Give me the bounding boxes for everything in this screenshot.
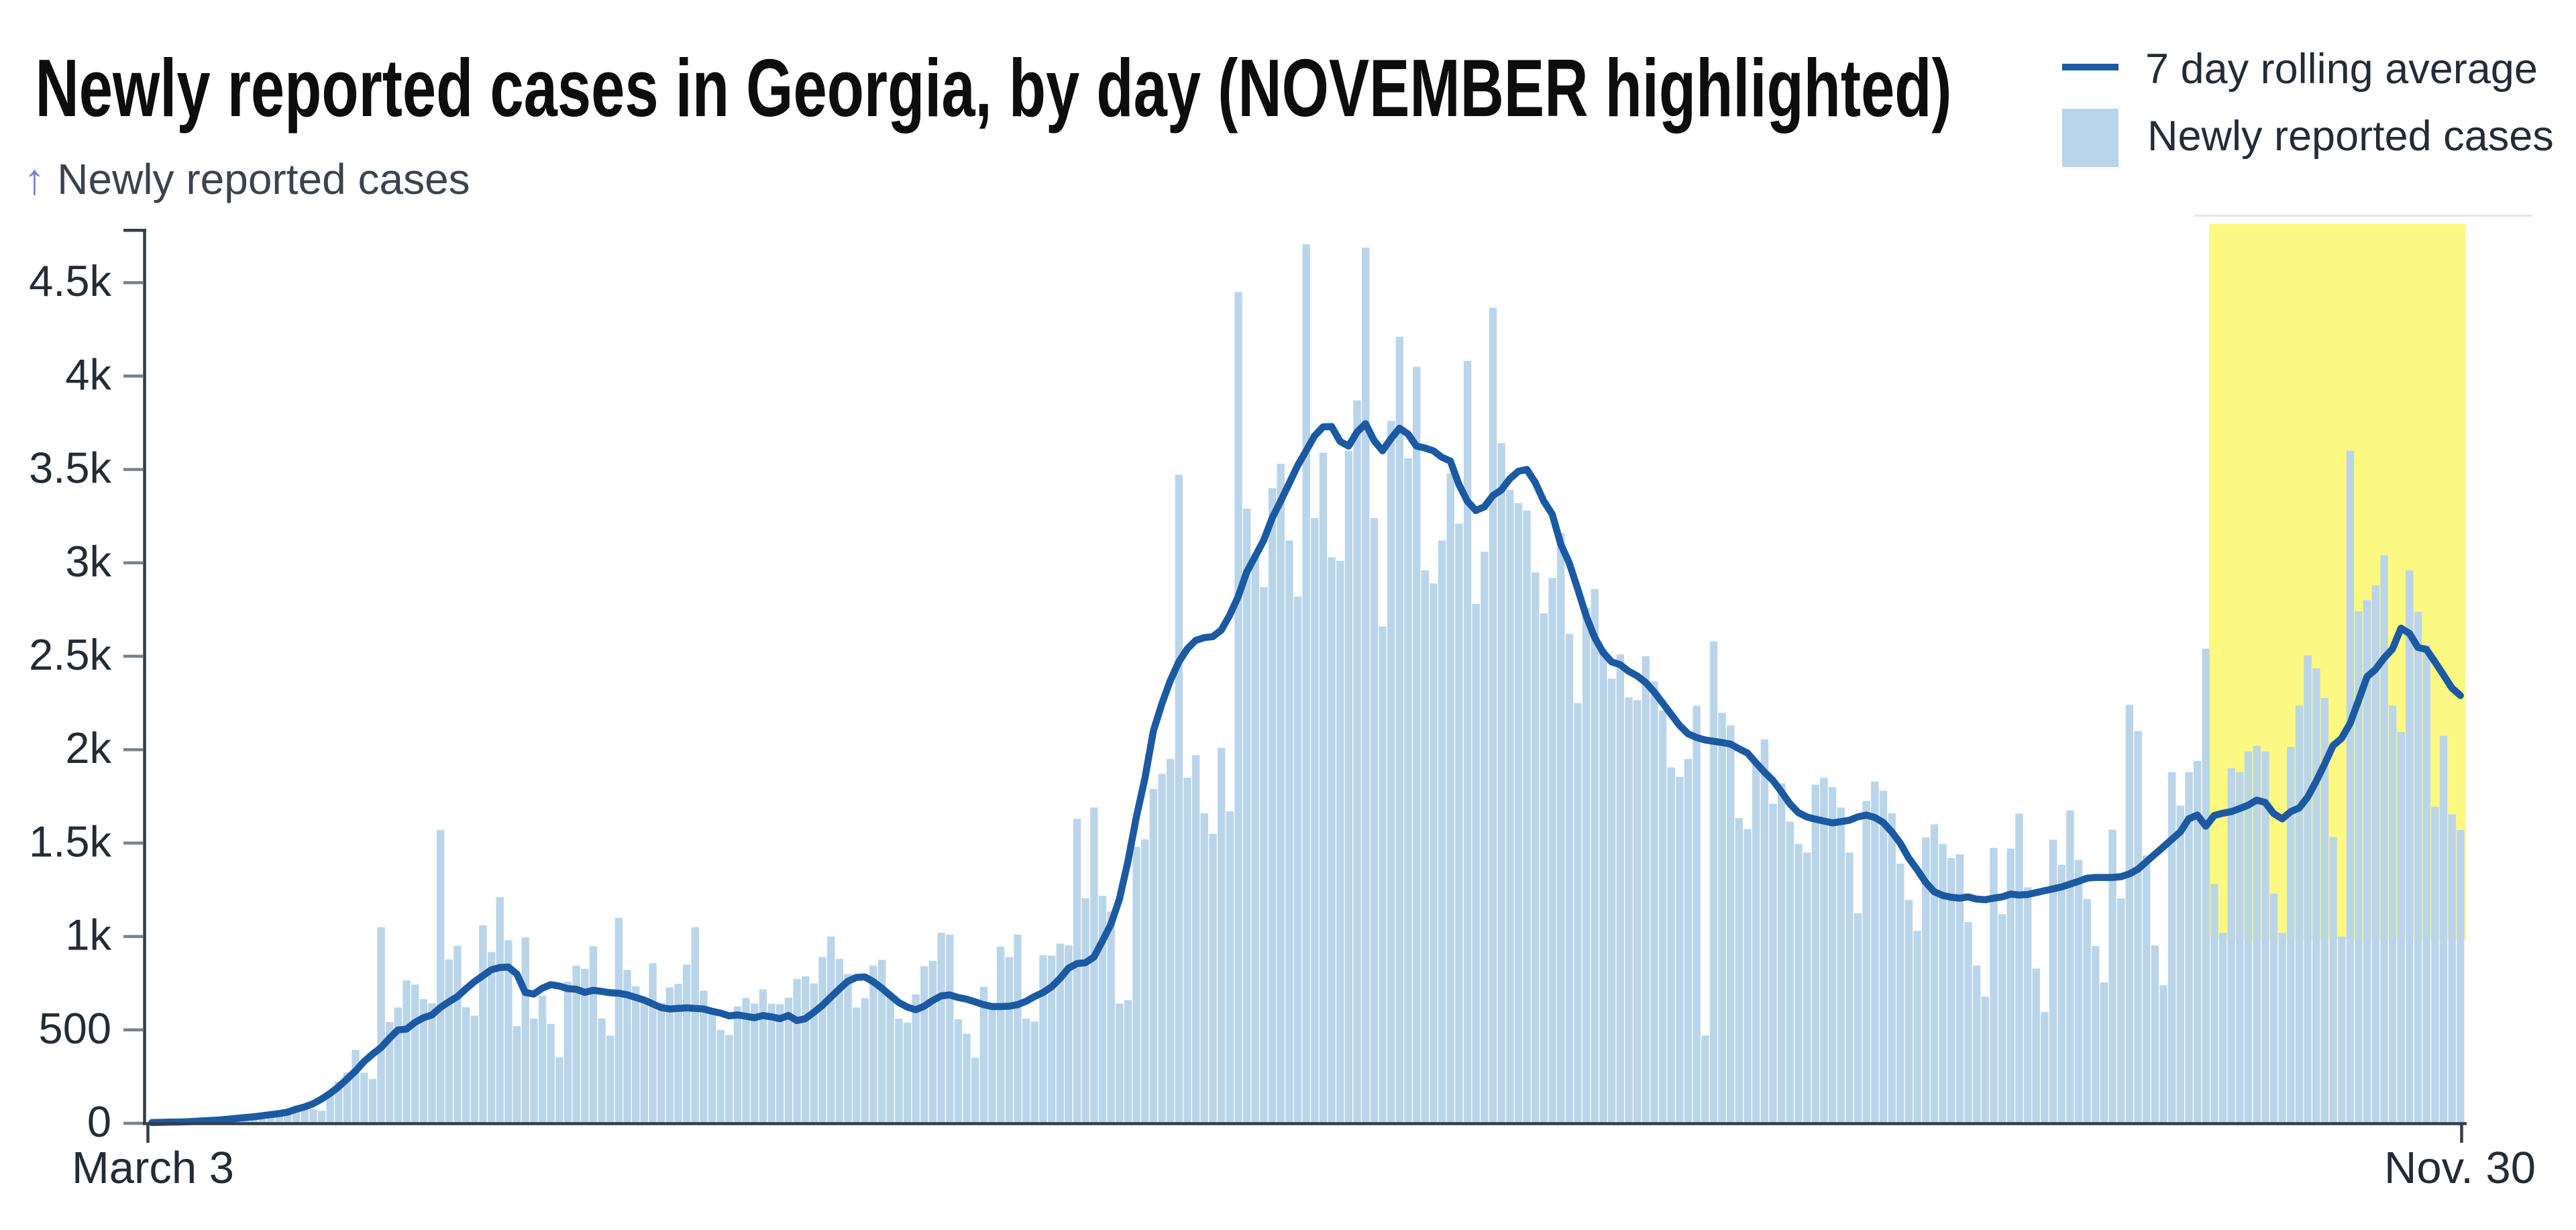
svg-text:↑ Newly reported cases: ↑ Newly reported cases xyxy=(24,155,470,203)
svg-text:0: 0 xyxy=(87,1097,111,1146)
svg-text:4.5k: 4.5k xyxy=(29,256,111,305)
svg-text:2.5k: 2.5k xyxy=(29,630,111,679)
svg-text:7 day rolling average: 7 day rolling average xyxy=(2145,46,2538,93)
svg-text:2k: 2k xyxy=(65,723,111,772)
svg-text:4k: 4k xyxy=(65,350,111,399)
svg-text:Nov. 30: Nov. 30 xyxy=(2384,1143,2536,1193)
svg-text:3k: 3k xyxy=(65,537,111,586)
svg-text:1.5k: 1.5k xyxy=(29,817,111,866)
svg-text:3.5k: 3.5k xyxy=(29,444,111,493)
svg-text:Newly reported cases in Georgi: Newly reported cases in Georgia, by day … xyxy=(36,42,1952,134)
svg-text:March 3: March 3 xyxy=(72,1143,234,1193)
svg-text:500: 500 xyxy=(39,1004,111,1053)
svg-text:Newly reported cases: Newly reported cases xyxy=(2147,113,2554,160)
svg-text:1k: 1k xyxy=(65,911,111,960)
